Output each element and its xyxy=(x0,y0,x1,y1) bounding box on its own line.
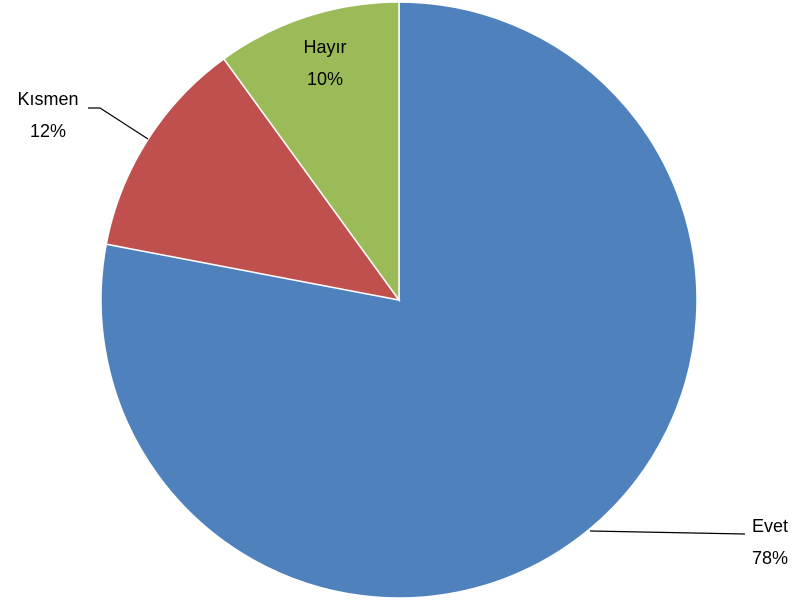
slice-label: Kısmen xyxy=(17,89,78,109)
pie-slice xyxy=(105,57,401,302)
slice-value-label: 78% xyxy=(752,548,788,568)
slice-value-label: 12% xyxy=(30,121,66,141)
slice-label: Evet xyxy=(752,516,788,536)
pie-slice xyxy=(100,1,698,599)
pie-slice xyxy=(222,1,400,303)
leader-line xyxy=(589,530,746,535)
leader-line xyxy=(88,107,149,140)
slice-value-label: 10% xyxy=(307,69,343,89)
slice-label: Hayır xyxy=(303,37,346,57)
